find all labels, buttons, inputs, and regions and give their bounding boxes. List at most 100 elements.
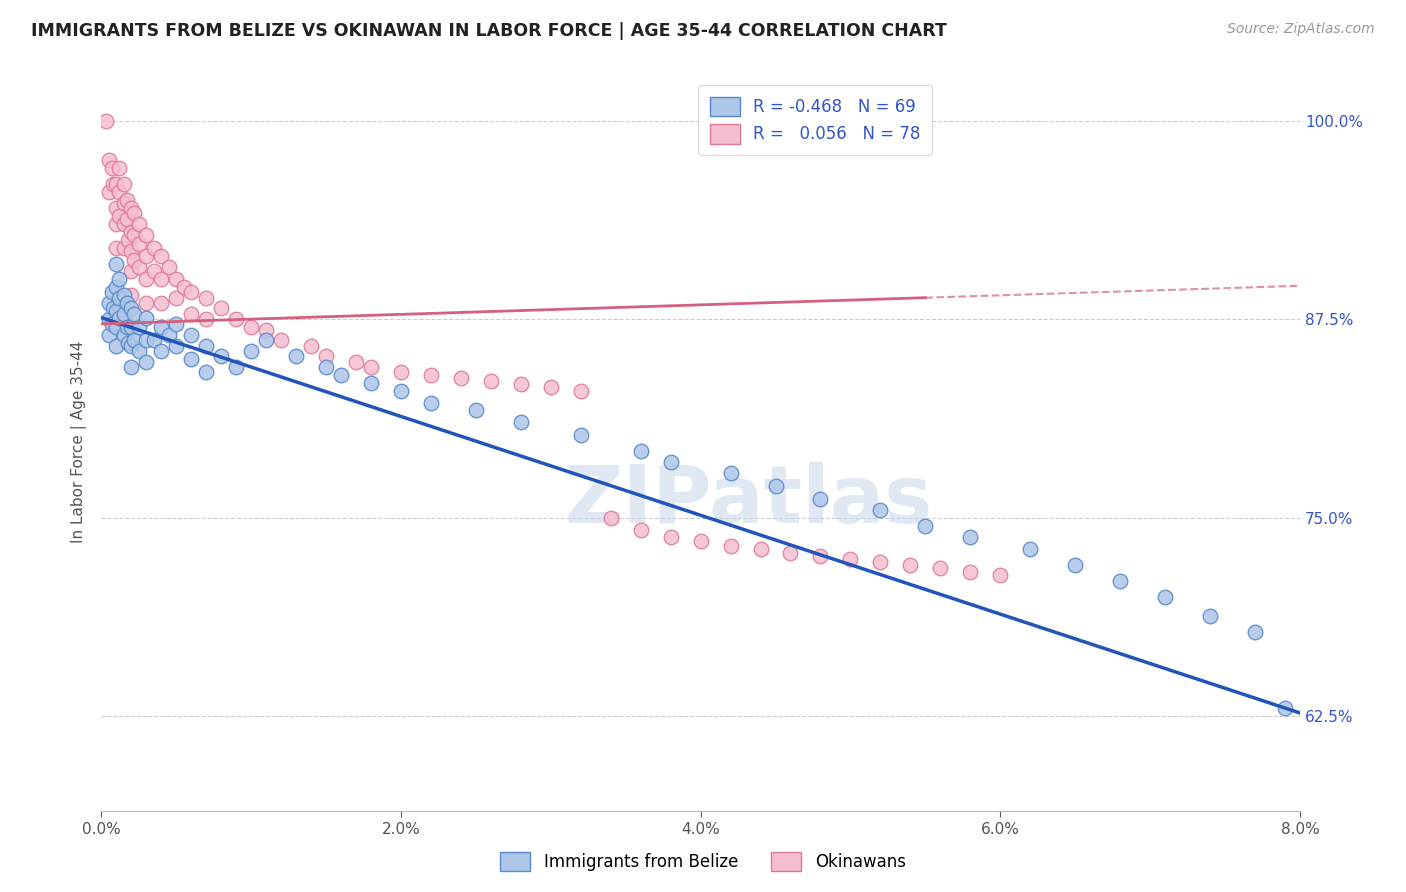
Point (105, 304, 128, 318)
Point (173, 280, 195, 294)
Point (225, 359, 247, 374)
Point (689, 534, 711, 549)
Point (108, 209, 131, 223)
Point (659, 455, 682, 469)
Point (630, 524, 652, 538)
Point (225, 312, 247, 326)
Point (97, 328, 120, 343)
Point (765, 479, 787, 493)
Point (112, 177, 135, 191)
Point (157, 260, 180, 274)
Point (117, 233, 139, 247)
Point (165, 317, 187, 331)
Point (97, 312, 120, 326)
Point (1109, 574, 1132, 589)
Point (120, 225, 142, 239)
Point (135, 355, 157, 369)
Point (240, 343, 263, 358)
Point (569, 428, 592, 442)
Point (105, 280, 128, 294)
Point (165, 272, 187, 286)
Point (117, 335, 139, 350)
Point (839, 552, 862, 566)
Point (209, 301, 232, 315)
Point (97, 296, 120, 310)
Point (988, 567, 1011, 582)
Point (100, 317, 122, 331)
Point (344, 355, 367, 369)
Point (122, 333, 145, 347)
Point (254, 323, 277, 337)
Point (180, 285, 202, 300)
Point (450, 371, 472, 385)
Point (959, 530, 981, 544)
Point (135, 296, 157, 310)
Point (135, 310, 157, 325)
Point (270, 333, 292, 347)
Point (659, 530, 682, 544)
Point (115, 212, 138, 227)
Point (120, 264, 142, 278)
Point (142, 241, 165, 255)
Point (150, 249, 173, 263)
Point (464, 402, 486, 417)
Point (128, 260, 150, 274)
Point (1199, 609, 1222, 624)
Point (540, 380, 562, 394)
Point (1244, 625, 1267, 640)
Point (810, 549, 832, 563)
Point (150, 272, 173, 286)
Point (720, 539, 742, 553)
Point (1019, 542, 1042, 557)
Point (389, 384, 412, 398)
Point (97, 185, 120, 199)
Point (115, 320, 138, 334)
Point (509, 415, 531, 429)
Point (195, 312, 218, 326)
Point (128, 320, 150, 334)
Point (105, 256, 128, 270)
Point (599, 510, 621, 524)
Point (569, 384, 592, 398)
Text: IMMIGRANTS FROM BELIZE VS OKINAWAN IN LABOR FORCE | AGE 35-44 CORRELATION CHART: IMMIGRANTS FROM BELIZE VS OKINAWAN IN LA… (31, 22, 946, 40)
Point (112, 288, 135, 302)
Point (209, 349, 232, 363)
Point (419, 368, 441, 382)
Point (165, 292, 187, 306)
Point (112, 328, 135, 343)
Point (150, 343, 173, 358)
Point (1154, 590, 1177, 604)
Point (100, 285, 122, 300)
Point (959, 565, 981, 579)
Point (120, 288, 142, 302)
Point (135, 227, 157, 242)
Point (195, 339, 218, 353)
Point (112, 196, 135, 211)
Point (299, 339, 322, 353)
Y-axis label: In Labor Force | Age 35-44: In Labor Force | Age 35-44 (72, 341, 87, 543)
Point (779, 545, 801, 559)
Text: Source: ZipAtlas.com: Source: ZipAtlas.com (1227, 22, 1375, 37)
Point (630, 444, 652, 458)
Point (360, 359, 382, 374)
Point (929, 561, 952, 575)
Point (122, 205, 145, 219)
Point (105, 177, 128, 191)
Point (94, 113, 117, 128)
Point (97, 153, 120, 168)
Point (122, 307, 145, 321)
Point (284, 349, 307, 363)
Point (105, 241, 128, 255)
Point (120, 359, 142, 374)
Point (120, 301, 142, 315)
Point (165, 339, 187, 353)
Point (1064, 558, 1087, 573)
Point (135, 249, 157, 263)
Point (195, 365, 218, 379)
Point (115, 296, 138, 310)
Legend: R = -0.468   N = 69, R =   0.056   N = 78: R = -0.468 N = 69, R = 0.056 N = 78 (697, 85, 932, 155)
Point (240, 320, 263, 334)
Point (105, 217, 128, 231)
Point (329, 368, 352, 382)
Point (315, 349, 337, 363)
